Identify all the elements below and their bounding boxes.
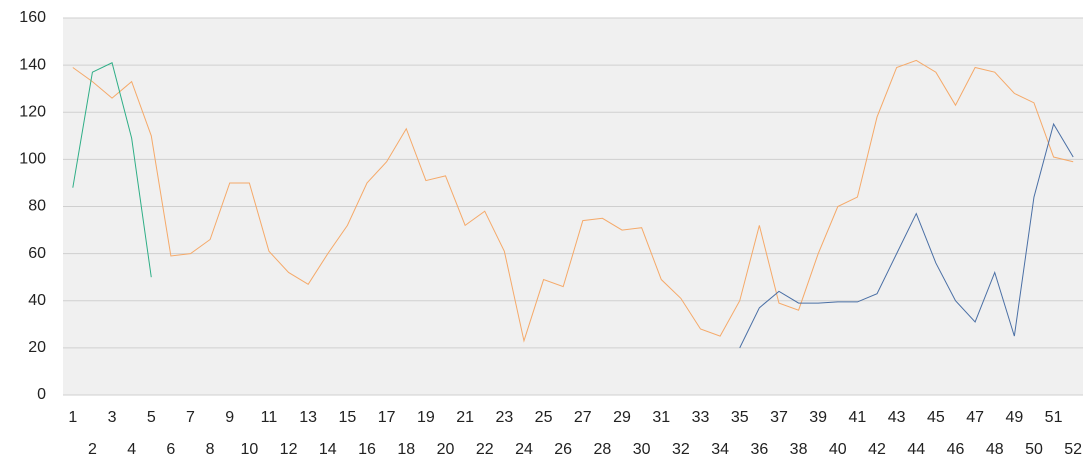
x-tick-label: 50	[1025, 441, 1043, 458]
y-tick-label: 160	[19, 9, 46, 26]
x-tick-label: 8	[206, 441, 215, 458]
x-tick-label: 29	[613, 409, 631, 426]
x-tick-label: 47	[966, 409, 984, 426]
x-tick-label: 38	[790, 441, 808, 458]
y-tick-label: 100	[19, 151, 46, 168]
x-tick-label: 39	[809, 409, 827, 426]
x-tick-label: 15	[339, 409, 357, 426]
x-tick-label: 52	[1064, 441, 1082, 458]
x-tick-label: 20	[437, 441, 455, 458]
x-tick-label: 34	[711, 441, 729, 458]
x-tick-label: 9	[225, 409, 234, 426]
x-tick-label: 26	[554, 441, 572, 458]
x-tick-label: 6	[166, 441, 175, 458]
x-tick-label: 16	[358, 441, 376, 458]
series-line	[72, 62, 152, 278]
x-tick-label: 11	[261, 409, 278, 426]
x-tick-label: 42	[868, 441, 886, 458]
x-tick-label: 31	[652, 409, 670, 426]
y-tick-label: 140	[19, 56, 46, 73]
y-tick-label: 0	[37, 386, 46, 403]
x-tick-label: 37	[770, 409, 788, 426]
x-tick-label: 44	[907, 441, 925, 458]
x-tick-label: 23	[495, 409, 513, 426]
x-tick-label: 7	[186, 409, 195, 426]
x-tick-label: 27	[574, 409, 592, 426]
series-line	[72, 59, 1074, 343]
x-tick-label: 30	[633, 441, 651, 458]
x-tick-label: 4	[127, 441, 136, 458]
y-tick-label: 60	[28, 245, 46, 262]
y-tick-label: 40	[28, 292, 46, 309]
x-tick-label: 49	[1005, 409, 1023, 426]
x-tick-label: 36	[750, 441, 768, 458]
y-tick-label: 20	[28, 339, 46, 356]
x-tick-label: 17	[378, 409, 396, 426]
x-tick-label: 25	[535, 409, 553, 426]
x-tick-label: 33	[692, 409, 710, 426]
y-tick-label: 80	[28, 198, 46, 215]
y-tick-label: 120	[19, 103, 46, 120]
x-tick-label: 12	[280, 441, 298, 458]
x-tick-label: 21	[456, 409, 474, 426]
x-tick-label: 14	[319, 441, 337, 458]
x-tick-label: 46	[947, 441, 965, 458]
x-tick-label: 13	[299, 409, 317, 426]
x-tick-label: 22	[476, 441, 494, 458]
x-tick-label: 32	[672, 441, 690, 458]
x-tick-label: 10	[240, 441, 258, 458]
x-tick-label: 19	[417, 409, 435, 426]
x-tick-label: 41	[849, 409, 867, 426]
x-tick-label: 1	[68, 409, 77, 426]
x-tick-label: 51	[1045, 409, 1063, 426]
x-tick-label: 3	[108, 409, 117, 426]
x-tick-label: 43	[888, 409, 906, 426]
x-tick-label: 48	[986, 441, 1004, 458]
x-tick-label: 28	[594, 441, 612, 458]
x-tick-label: 40	[829, 441, 847, 458]
x-tick-label: 2	[88, 441, 97, 458]
x-tick-label: 18	[397, 441, 415, 458]
x-tick-label: 5	[147, 409, 156, 426]
x-tick-label: 24	[515, 441, 533, 458]
x-tick-label: 35	[731, 409, 749, 426]
x-tick-label: 45	[927, 409, 945, 426]
series-line	[739, 122, 1074, 349]
